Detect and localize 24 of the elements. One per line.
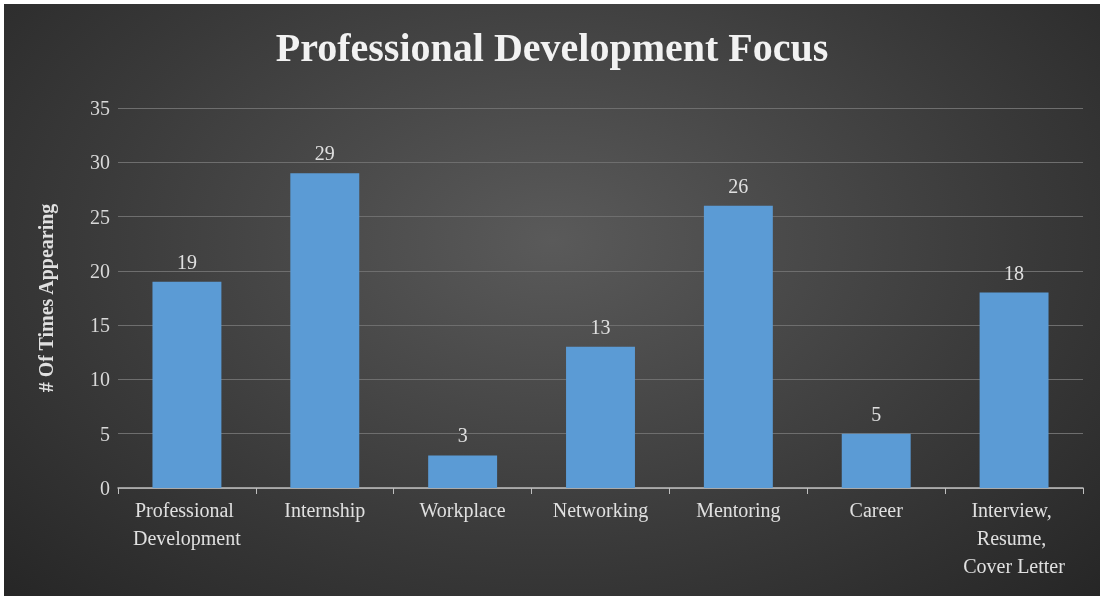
data-label: 19 bbox=[176, 250, 197, 273]
y-tick-label: 15 bbox=[90, 314, 110, 337]
data-label: 26 bbox=[728, 174, 749, 197]
chart-title: Professional Development Focus bbox=[275, 24, 829, 70]
y-axis-title: # Of Times Appearing bbox=[35, 203, 58, 393]
y-tick-label: 20 bbox=[90, 259, 110, 282]
y-tick-label: 0 bbox=[100, 477, 110, 499]
data-label: 3 bbox=[457, 424, 468, 447]
y-tick-label: 5 bbox=[100, 422, 110, 445]
x-tick-label: Networking bbox=[552, 499, 649, 522]
data-label: 29 bbox=[314, 142, 335, 165]
x-tick-label: Career bbox=[849, 499, 904, 521]
y-tick-label: 25 bbox=[90, 205, 110, 228]
x-tick-label: Internship bbox=[284, 499, 366, 522]
data-label: 5 bbox=[871, 402, 882, 425]
y-tick-label: 30 bbox=[90, 151, 110, 174]
data-label: 13 bbox=[590, 315, 611, 338]
y-tick-label: 35 bbox=[90, 97, 110, 119]
y-tick-label: 10 bbox=[90, 368, 110, 391]
data-label: 18 bbox=[1004, 261, 1025, 284]
x-tick-label: Professional Development bbox=[133, 499, 242, 550]
x-tick-label: Workplace bbox=[419, 499, 506, 522]
x-tick-label: Interview, Resume, Cover Letter bbox=[963, 499, 1066, 577]
x-tick-label: Mentoring bbox=[696, 499, 781, 522]
